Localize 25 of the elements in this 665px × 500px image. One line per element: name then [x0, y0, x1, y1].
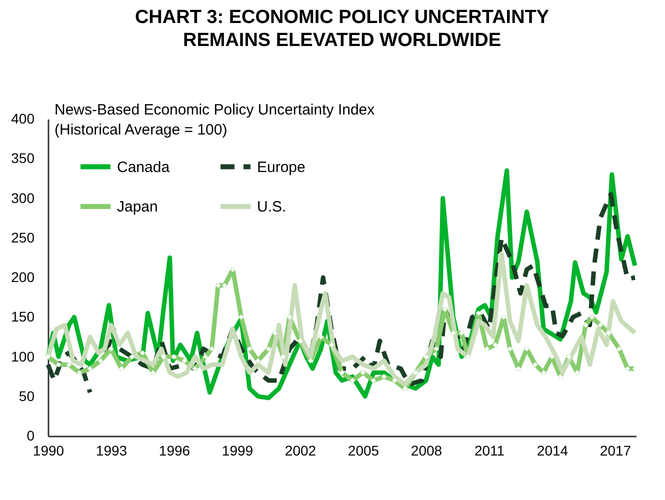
x-tick-label: 2017: [600, 442, 632, 458]
legend-label: Europe: [257, 158, 306, 176]
x-tick-label: 2014: [536, 442, 568, 458]
chart-title: CHART 3: ECONOMIC POLICY UNCERTAINTY REMAINS ELEVATED WORLDWIDE: [134, 7, 550, 51]
x-tick-label: 2002: [284, 442, 316, 458]
y-tick-label: 300: [11, 190, 35, 206]
x-tick-label: 2005: [348, 442, 380, 458]
y-tick-label: 400: [11, 110, 35, 126]
legend-label: Japan: [117, 198, 158, 216]
y-tick-label: 100: [11, 348, 35, 364]
legend-label: U.S.: [257, 198, 286, 216]
y-tick-label: 350: [11, 150, 35, 166]
y-tick-label: 50: [18, 388, 35, 404]
y-axis-title: News-Based Economic Policy Uncertainty Index (Historical Average = 100): [54, 102, 376, 138]
legend-label: Canada: [117, 158, 170, 176]
x-tick-label: 1996: [158, 442, 190, 458]
x-tick-label: 2011: [474, 442, 505, 458]
x-tick-label: 2008: [410, 442, 442, 458]
y-tick-label: 200: [11, 269, 35, 285]
x-tick-label: 1990: [32, 442, 64, 458]
x-tick-label: 1999: [222, 442, 254, 458]
y-tick-label: 150: [11, 308, 35, 325]
y-tick-label: 0: [26, 428, 35, 444]
y-tick-label: 250: [11, 229, 35, 246]
x-tick-label: 1993: [96, 442, 128, 458]
